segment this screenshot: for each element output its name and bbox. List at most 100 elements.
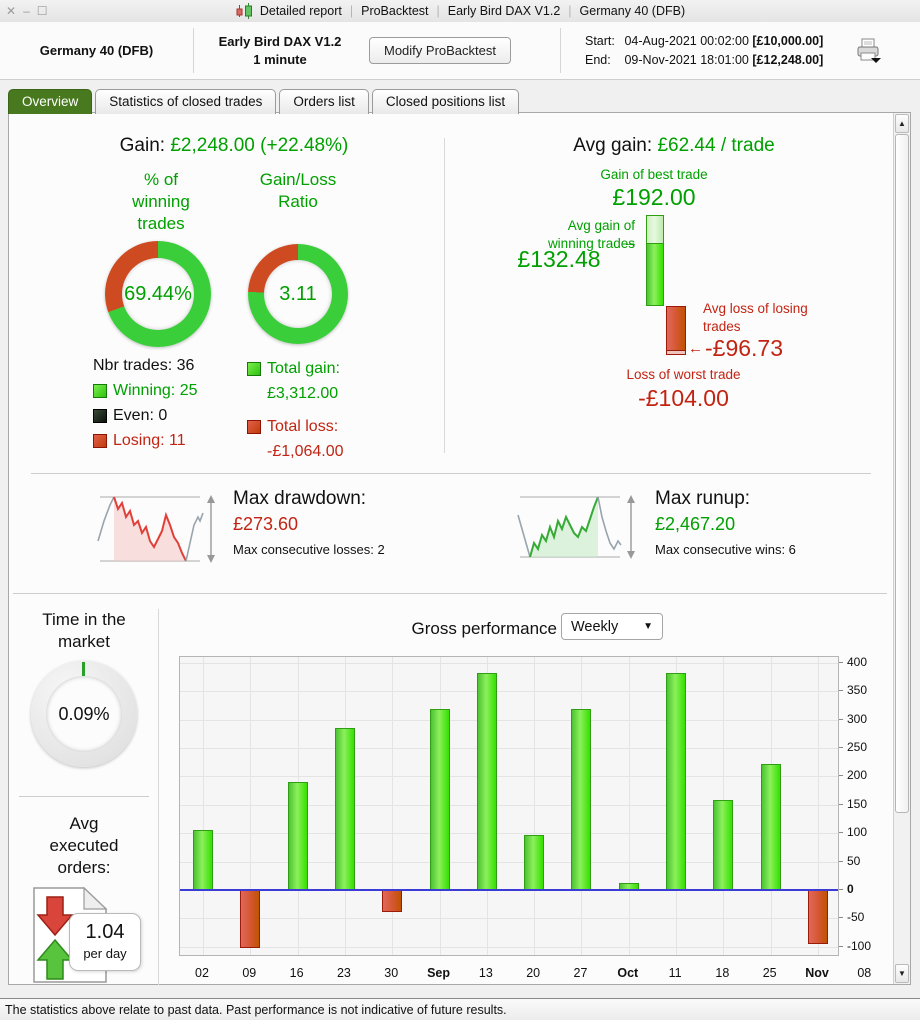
total-gain-value: £3,312.00 — [267, 385, 339, 402]
total-loss-value: -£1,064.00 — [267, 443, 344, 460]
nbr-trades: Nbr trades: 36 — [93, 356, 195, 374]
y-axis-label: 350 — [847, 683, 868, 698]
total-gain-row: Total gain: — [247, 356, 344, 381]
x-axis-label: 25 — [762, 966, 777, 980]
max-drawdown-block: Max drawdown: £273.60 Max consecutive lo… — [233, 488, 385, 557]
modify-probacktest-button[interactable]: Modify ProBacktest — [369, 37, 511, 64]
win-range-bar — [646, 215, 664, 306]
gross-performance-chart: 400 350 300 250 200 150 100 50 0 -50 -100 02 09 16 23… — [179, 654, 899, 986]
avg-loss-arrow-icon: ← — [688, 340, 703, 357]
scroll-down-button[interactable]: ▼ — [895, 964, 909, 983]
title-part-probacktest: ProBacktest — [361, 4, 429, 18]
y-axis-label: 300 — [847, 711, 868, 726]
title-part-instrument: Germany 40 (DFB) — [579, 4, 686, 18]
avg-orders-unit: per day — [83, 946, 127, 961]
x-axis-label: Nov — [805, 966, 829, 980]
x-axis-label: 02 — [195, 966, 209, 980]
system-name: Early Bird DAX V1.2 — [218, 33, 342, 49]
chart-bar — [760, 763, 781, 890]
maximize-window-icon[interactable]: ☐ — [36, 4, 48, 18]
x-axis-label: 18 — [715, 966, 730, 980]
drawdown-sparkline — [97, 495, 215, 563]
gain-value: £2,248.00 (+22.48%) — [170, 135, 349, 156]
chart-bar — [287, 782, 308, 890]
max-consecutive-wins: Max consecutive wins: 6 — [655, 542, 796, 557]
gross-performance-title: Gross performance — [411, 619, 558, 638]
avg-orders-title: Avg executed orders: — [49, 814, 119, 878]
avg-win-label: Avg gain of winning trades — [547, 218, 635, 252]
avg-loss-value: -£96.73 — [705, 335, 784, 361]
worst-trade-label: Loss of worst trade — [626, 367, 741, 382]
tab-overview[interactable]: Overview — [8, 89, 93, 114]
start-amount: [£10,000.00] — [752, 33, 824, 48]
ratio-donut-value: 3.11 — [279, 282, 317, 305]
even-row: Even: 0 — [93, 403, 198, 428]
y-axis-label: -100 — [847, 938, 872, 953]
y-axis-label: 250 — [847, 739, 868, 754]
avg-orders-value: 1.04 — [85, 921, 125, 943]
x-axis-label: 09 — [242, 966, 257, 980]
gain-summary: Gain: £2,248.00 (+22.48%) — [39, 135, 429, 157]
chart-bar — [524, 835, 545, 890]
winning-donut-title: % of winning trades — [132, 170, 190, 234]
x-axis-label: 11 — [668, 966, 682, 980]
report-tabs: Overview Statistics of closed trades Ord… — [8, 89, 520, 114]
worst-trade-value: -£104.00 — [638, 385, 729, 411]
winning-row: Winning: 25 — [93, 378, 198, 403]
even-swatch-icon — [93, 408, 107, 423]
chart-bar — [193, 830, 213, 890]
max-drawdown-value: £273.60 — [233, 514, 299, 534]
vertical-scrollbar[interactable]: ▲ ▼ — [893, 113, 910, 984]
x-axis-label: 13 — [478, 966, 493, 980]
ratio-donut-title: Gain/Loss Ratio — [259, 170, 337, 212]
dropdown-arrow-icon: ▼ — [643, 621, 653, 632]
instrument-name: Germany 40 (DFB) — [39, 43, 154, 58]
scrollbar-thumb[interactable] — [895, 134, 909, 814]
winning-donut-value: 69.44% — [124, 282, 192, 305]
chart-bar — [240, 889, 261, 949]
avg-win-arrow-icon: → — [623, 234, 638, 251]
scroll-up-button[interactable]: ▲ — [895, 114, 909, 133]
close-window-icon[interactable]: ✕ — [6, 4, 17, 18]
loss-range-bar — [666, 306, 686, 355]
y-axis-label: 50 — [847, 853, 861, 868]
total-gain-swatch-icon — [247, 361, 261, 376]
max-drawdown-title: Max drawdown: — [233, 488, 367, 509]
overview-panel: Gain: £2,248.00 (+22.48%) % of winning t… — [8, 112, 911, 985]
x-axis-label: 23 — [336, 966, 351, 980]
y-axis-label: 400 — [847, 654, 868, 669]
period-dropdown[interactable]: Weekly ▼ — [561, 613, 663, 640]
total-loss-swatch-icon — [247, 419, 261, 434]
tab-orders-list[interactable]: Orders list — [279, 89, 369, 114]
tab-statistics[interactable]: Statistics of closed trades — [95, 89, 277, 114]
chart-bar — [429, 709, 450, 890]
max-runup-title: Max runup: — [655, 488, 751, 509]
chart-bar — [382, 889, 403, 912]
candlestick-icon — [236, 3, 252, 19]
minimize-window-icon[interactable]: ‒ — [23, 4, 30, 18]
chart-plot-area — [179, 656, 839, 956]
gauge-tick-icon — [82, 662, 85, 676]
best-trade-label: Gain of best trade — [600, 167, 708, 182]
chart-bar — [571, 709, 592, 890]
x-axis-label: 20 — [526, 966, 541, 980]
end-amount: [£12,248.00] — [752, 52, 824, 67]
avg-gain-summary: Avg gain: £62.44 / trade — [573, 135, 775, 156]
chart-bar — [334, 728, 355, 890]
avg-orders-value-box: 1.04 per day — [69, 913, 141, 971]
trades-legend: Nbr trades: 36 Winning: 25 Even: 0 Losin… — [93, 353, 198, 453]
tab-closed-positions[interactable]: Closed positions list — [371, 89, 520, 114]
window-controls: ✕ ‒ ☐ — [6, 0, 48, 22]
avg-loss-label: Avg loss of losing trades — [703, 301, 808, 335]
y-axis-label: 150 — [847, 796, 868, 811]
y-axis-label: 200 — [847, 768, 868, 783]
print-icon[interactable] — [854, 38, 882, 64]
window-title: Detailed report | ProBacktest | Early Bi… — [235, 3, 685, 19]
chart-bar — [713, 799, 734, 890]
x-axis-label: 27 — [573, 966, 588, 980]
y-axis-label: -50 — [847, 910, 865, 925]
y-axis-label: 0 — [847, 881, 854, 896]
title-bar: ✕ ‒ ☐ Detailed report | ProBacktest | Ea… — [0, 0, 920, 22]
total-loss-row: Total loss: — [247, 414, 344, 439]
